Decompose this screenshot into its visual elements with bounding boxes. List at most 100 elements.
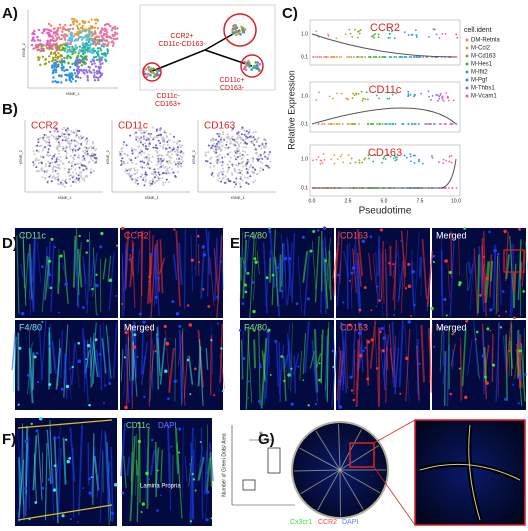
expr-dot [54, 178, 57, 181]
cell-dot [232, 32, 235, 35]
expr-dot [249, 164, 252, 167]
tsne-dot [60, 33, 63, 37]
expr-dot [52, 170, 55, 173]
cell [221, 390, 224, 393]
expr-dot [70, 167, 73, 170]
tsne-dot [67, 62, 70, 65]
expr-dot [141, 160, 144, 163]
expr-dot [144, 142, 147, 145]
expr-dot [175, 153, 178, 156]
tsne-dot [92, 56, 96, 59]
cell-dot [369, 123, 372, 125]
cell [149, 252, 152, 255]
cell [349, 279, 352, 282]
cell [448, 270, 452, 275]
tsne-dot [54, 79, 57, 83]
expr-dot [267, 166, 270, 169]
fiber [397, 245, 401, 300]
cell [198, 261, 201, 264]
cell-dot [383, 56, 386, 58]
tsne-dot [56, 29, 59, 32]
cell [108, 382, 112, 386]
tsne-dot [62, 25, 65, 29]
expr-dot [157, 161, 160, 164]
label: tSNE_2 [191, 149, 196, 164]
cell-dot [438, 123, 441, 125]
expr-dot [157, 155, 160, 158]
fiber [11, 331, 17, 371]
fiber [55, 347, 62, 390]
fiber [339, 238, 343, 284]
cell-dot [428, 95, 430, 98]
tsne-dot [33, 39, 36, 43]
expr-dot [75, 162, 78, 165]
tsne-dot [39, 39, 42, 42]
plot-title: CCR2 [31, 121, 59, 132]
cell [331, 349, 335, 353]
cell-dot [414, 123, 417, 125]
fiber [336, 350, 342, 401]
fiber [331, 351, 338, 408]
expr-dot [131, 161, 134, 164]
expr-dot [162, 164, 165, 167]
expr-dot [167, 138, 170, 141]
expr-dot [57, 149, 60, 152]
cell-dot [332, 97, 334, 100]
cell [91, 287, 94, 291]
expr-dot [164, 165, 167, 168]
fiber [324, 247, 331, 291]
expr-dot [65, 154, 68, 157]
x-tick-label: 10.0 [451, 198, 461, 204]
stain-label: F4/80 [244, 230, 267, 240]
expr-dot [240, 128, 243, 131]
expr-dot [64, 150, 67, 153]
expr-dot [120, 159, 123, 162]
expr-dot [130, 159, 133, 162]
fiber [174, 427, 180, 474]
tsne-dot [47, 22, 51, 26]
expr-dot [250, 170, 253, 173]
cell [465, 319, 469, 323]
cell-dot [257, 68, 261, 72]
cell-dot [338, 56, 341, 58]
tsne-dot [87, 20, 90, 24]
expr-dot [254, 168, 257, 171]
expr-dot [262, 168, 265, 171]
expr-dot [148, 142, 151, 145]
tsne-dot [66, 68, 69, 72]
cell-dot [335, 92, 338, 95]
cell [58, 259, 61, 262]
tsne-dot [100, 44, 103, 47]
cell [244, 290, 248, 294]
fiber [439, 327, 443, 372]
fiber [17, 429, 23, 484]
expr-dot [159, 144, 162, 147]
cell [244, 283, 248, 287]
fiber [158, 257, 166, 275]
expr-dot [72, 171, 75, 174]
cell-dot [383, 156, 386, 158]
fiber [353, 348, 356, 395]
panel-label: F) [2, 431, 16, 448]
expr-dot [175, 148, 178, 151]
cell-dot [376, 123, 378, 125]
cell [189, 520, 193, 523]
expr-dot [230, 129, 233, 132]
cell-dot [378, 123, 381, 125]
fiber [216, 246, 219, 287]
cell [76, 520, 79, 523]
cell [24, 439, 28, 444]
expr-dot [165, 160, 168, 163]
cell-dot [442, 162, 445, 164]
tsne-dot [92, 38, 96, 41]
cell-dot [363, 158, 366, 161]
expr-dot [136, 182, 139, 185]
cell-dot [327, 33, 330, 36]
y-tick-label: 0.1 [301, 121, 308, 127]
expr-dot [218, 135, 221, 138]
cell-dot [445, 187, 447, 189]
expr-dot [121, 150, 124, 153]
expr-dot [264, 139, 267, 142]
tsne-dot [46, 46, 49, 50]
